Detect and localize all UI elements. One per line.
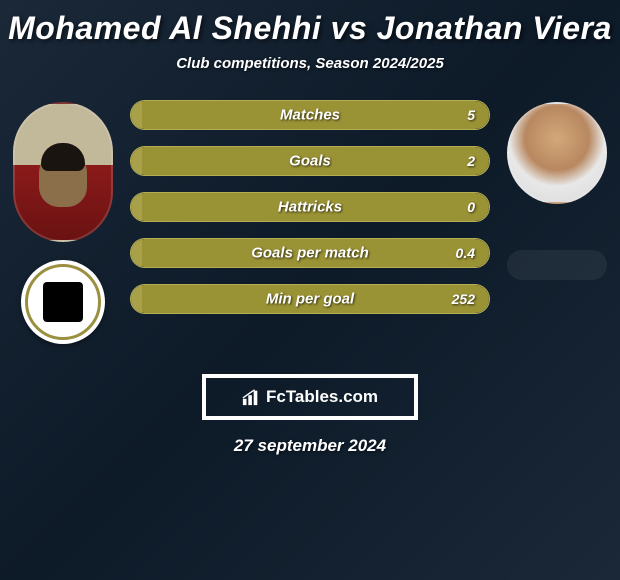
page-title: Mohamed Al Shehhi vs Jonathan Viera — [0, 10, 620, 47]
left-side — [8, 100, 118, 344]
player1-avatar — [13, 102, 113, 242]
player1-club-logo — [21, 260, 105, 344]
player2-avatar — [507, 102, 607, 204]
stat-label: Matches — [280, 107, 340, 124]
comparison-content: Matches 5 Goals 2 Hattricks 0 Goals per match 0… — [0, 100, 620, 344]
stat-value-right: 2 — [467, 153, 475, 169]
bar-fill-left — [131, 147, 142, 175]
stat-value-right: 0.4 — [456, 245, 475, 261]
stat-bars: Matches 5 Goals 2 Hattricks 0 Goals per match 0… — [118, 100, 502, 314]
stat-value-right: 252 — [452, 291, 475, 307]
stat-bar: Goals 2 — [130, 146, 490, 176]
page-subtitle: Club competitions, Season 2024/2025 — [0, 55, 620, 72]
stat-bar: Matches 5 — [130, 100, 490, 130]
player2-club-logo — [507, 250, 607, 280]
stat-label: Goals — [289, 153, 331, 170]
logo-text: FcTables.com — [266, 387, 378, 407]
bar-fill-left — [131, 239, 142, 267]
stat-label: Goals per match — [251, 245, 369, 262]
stat-bar: Min per goal 252 — [130, 284, 490, 314]
stat-bar: Hattricks 0 — [130, 192, 490, 222]
stat-value-right: 0 — [467, 199, 475, 215]
stat-label: Min per goal — [266, 291, 354, 308]
chart-icon — [242, 388, 260, 406]
stat-value-right: 5 — [467, 107, 475, 123]
bar-fill-left — [131, 285, 142, 313]
stat-bar: Goals per match 0.4 — [130, 238, 490, 268]
date-text: 27 september 2024 — [0, 436, 620, 456]
right-side — [502, 100, 612, 280]
stat-label: Hattricks — [278, 199, 342, 216]
bar-fill-left — [131, 101, 142, 129]
fctables-logo: FcTables.com — [202, 374, 418, 420]
bar-fill-left — [131, 193, 142, 221]
